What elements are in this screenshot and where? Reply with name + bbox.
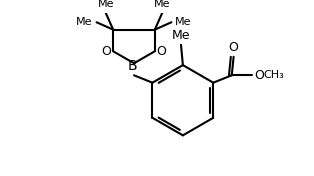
Text: Me: Me <box>76 17 93 27</box>
Text: O: O <box>229 41 239 54</box>
Text: Me: Me <box>172 29 190 42</box>
Text: Me: Me <box>98 0 114 9</box>
Text: Me: Me <box>154 0 171 9</box>
Text: O: O <box>157 45 166 58</box>
Text: O: O <box>254 69 264 82</box>
Text: Me: Me <box>175 17 192 27</box>
Text: CH₃: CH₃ <box>263 70 284 80</box>
Text: B: B <box>127 58 137 73</box>
Text: O: O <box>101 45 111 58</box>
